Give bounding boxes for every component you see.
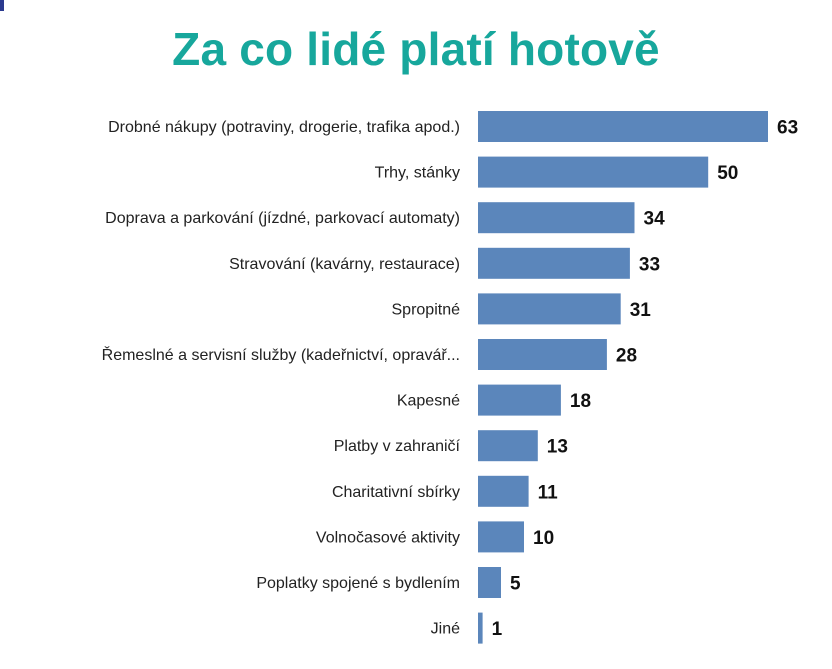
bar bbox=[478, 521, 524, 553]
bar bbox=[478, 339, 607, 370]
category-label: Poplatky spojené s bydlením bbox=[256, 575, 460, 592]
bar bbox=[478, 567, 501, 598]
category-label: Spropitné bbox=[392, 301, 461, 318]
bar bbox=[478, 475, 529, 507]
value-label: 1 bbox=[492, 619, 503, 640]
category-label: Jiné bbox=[431, 621, 460, 638]
bar bbox=[478, 156, 709, 188]
corner-mark bbox=[0, 0, 4, 11]
chart-title: Za co lidé platí hotově bbox=[172, 23, 660, 75]
category-label: Kapesné bbox=[397, 393, 460, 410]
value-label: 63 bbox=[777, 118, 798, 139]
category-label: Volnočasové aktivity bbox=[316, 529, 460, 546]
category-label: Doprava a parkování (jízdné, parkovací a… bbox=[105, 210, 460, 227]
value-label: 28 bbox=[616, 346, 637, 367]
category-label: Trhy, stánky bbox=[375, 165, 460, 182]
bar bbox=[478, 293, 621, 325]
category-label: Charitativní sbírky bbox=[332, 484, 460, 501]
value-label: 13 bbox=[547, 437, 568, 458]
category-label: Stravování (kavárny, restaurace) bbox=[229, 256, 460, 273]
bar bbox=[478, 384, 561, 416]
value-label: 10 bbox=[533, 528, 554, 549]
bar bbox=[478, 612, 483, 644]
bar bbox=[478, 430, 538, 462]
value-label: 18 bbox=[570, 391, 591, 412]
value-label: 5 bbox=[510, 574, 521, 595]
value-label: 31 bbox=[630, 300, 652, 321]
bar bbox=[478, 111, 768, 142]
value-label: 34 bbox=[644, 209, 666, 230]
value-label: 33 bbox=[639, 254, 660, 275]
bar bbox=[478, 202, 635, 234]
value-label: 50 bbox=[717, 163, 738, 184]
bar bbox=[478, 247, 630, 279]
category-label: Drobné nákupy (potraviny, drogerie, traf… bbox=[108, 119, 460, 136]
category-label: Platby v zahraničí bbox=[334, 438, 461, 455]
value-label: 11 bbox=[538, 482, 559, 503]
category-label: Řemeslné a servisní služby (kadeřnictví,… bbox=[102, 345, 460, 364]
